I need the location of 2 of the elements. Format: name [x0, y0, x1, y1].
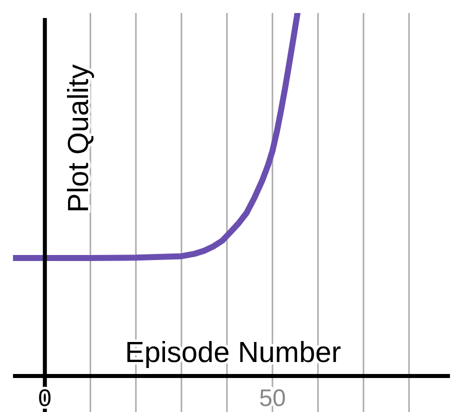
y-axis-title: Plot Quality [63, 64, 95, 213]
x-axis-title: Episode Number [125, 337, 342, 369]
